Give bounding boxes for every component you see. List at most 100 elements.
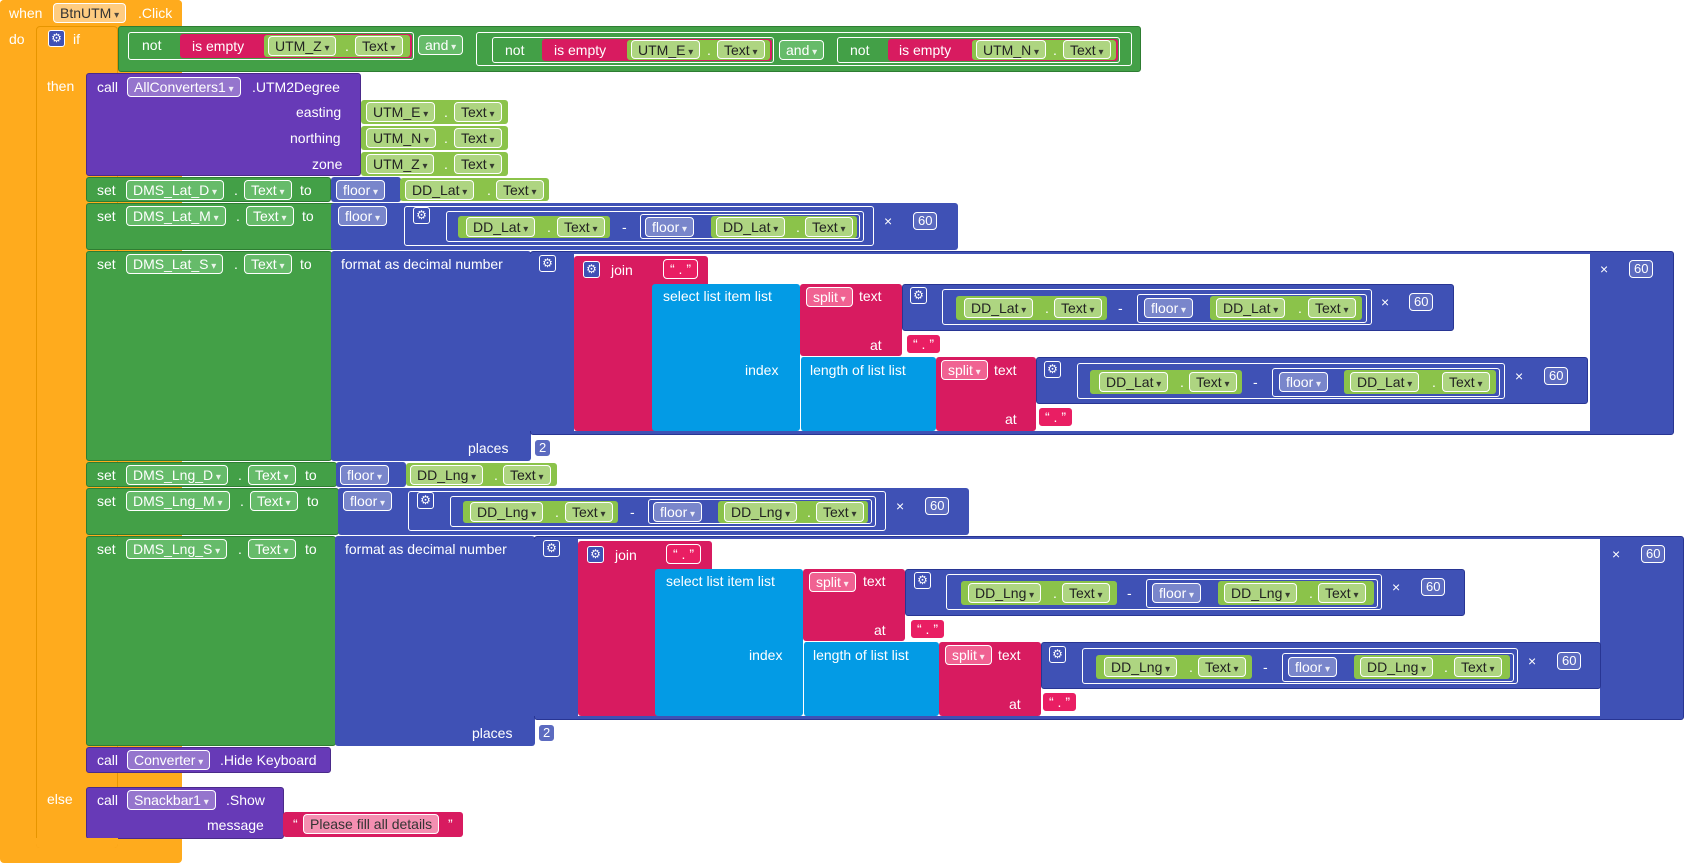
dd-lng-dropdown[interactable]: DD_Lng: [1104, 657, 1178, 677]
dd-lat-dropdown[interactable]: DD_Lat: [1350, 372, 1420, 392]
text-prop-dropdown[interactable]: Text: [1063, 40, 1111, 59]
dms-lng-s-dropdown[interactable]: DMS_Lng_S: [126, 539, 228, 559]
utm-e-dropdown[interactable]: UTM_E: [366, 102, 436, 122]
message-text-value[interactable]: Please fill all details: [303, 814, 440, 834]
text-prop-dropdown[interactable]: Text: [717, 40, 765, 59]
dd-lat-dropdown[interactable]: DD_Lat: [1099, 372, 1169, 392]
text-prop-dropdown[interactable]: Text: [355, 36, 403, 56]
text-prop-dropdown[interactable]: Text: [454, 102, 502, 122]
text-prop-dropdown[interactable]: Text: [1189, 372, 1237, 392]
dd-lng-dropdown[interactable]: DD_Lng: [1224, 583, 1298, 603]
number-60[interactable]: 60: [1544, 367, 1569, 385]
text-prop-dropdown[interactable]: Text: [1454, 657, 1502, 677]
gear-icon[interactable]: ⚙: [1049, 646, 1066, 663]
floor-dropdown[interactable]: floor: [343, 491, 393, 511]
select-list-item-block-lat[interactable]: [652, 284, 800, 431]
and-dropdown-2[interactable]: and: [779, 40, 825, 60]
and-dropdown-1[interactable]: and: [418, 35, 464, 55]
dd-lat-dropdown[interactable]: DD_Lat: [964, 298, 1034, 318]
dd-lng-dropdown[interactable]: DD_Lng: [968, 583, 1042, 603]
floor-dropdown[interactable]: floor: [1279, 372, 1329, 392]
text-prop-dropdown[interactable]: Text: [1198, 657, 1246, 677]
text-prop-dropdown[interactable]: Text: [816, 502, 864, 522]
utm-z-dropdown[interactable]: UTM_Z: [366, 154, 435, 174]
gear-icon[interactable]: ⚙: [1044, 361, 1061, 378]
gear-icon[interactable]: ⚙: [539, 255, 556, 272]
text-prop-dropdown[interactable]: Text: [1442, 372, 1490, 392]
number-60[interactable]: 60: [913, 212, 938, 230]
floor-dropdown[interactable]: floor: [338, 206, 388, 226]
dd-lng-dropdown[interactable]: DD_Lng: [470, 502, 544, 522]
dd-lat-dropdown[interactable]: DD_Lat: [466, 217, 536, 237]
number-60[interactable]: 60: [1409, 293, 1434, 311]
number-60[interactable]: 60: [1557, 652, 1582, 670]
text-literal-dot[interactable]: “ . ”: [910, 619, 945, 639]
text-prop-dropdown[interactable]: Text: [250, 491, 298, 511]
event-component-dropdown[interactable]: BtnUTM: [53, 3, 127, 23]
text-literal-dot[interactable]: “ . ”: [666, 544, 701, 564]
snackbar1-dropdown[interactable]: Snackbar1: [127, 790, 216, 810]
utm-n-dropdown[interactable]: UTM_N: [366, 128, 437, 148]
select-list-item-block-lng[interactable]: [655, 569, 803, 716]
format-decimal-block[interactable]: [331, 251, 531, 461]
text-prop-dropdown[interactable]: Text: [503, 465, 551, 485]
text-prop-dropdown[interactable]: Text: [246, 206, 294, 226]
gear-icon[interactable]: ⚙: [543, 540, 560, 557]
split-dropdown[interactable]: split: [941, 360, 988, 380]
text-prop-dropdown[interactable]: Text: [1318, 583, 1366, 603]
set-dms-lng-s-block[interactable]: [86, 536, 336, 746]
floor-dropdown[interactable]: floor: [1144, 298, 1194, 318]
dd-lng-dropdown[interactable]: DD_Lng: [1360, 657, 1434, 677]
length-of-list-block-lng[interactable]: [803, 642, 939, 716]
floor-dropdown[interactable]: floor: [1152, 583, 1202, 603]
set-dms-lat-s-block[interactable]: [86, 251, 332, 461]
gear-icon[interactable]: ⚙: [910, 287, 927, 304]
utm-e-dropdown[interactable]: UTM_E: [631, 40, 701, 59]
text-prop-dropdown[interactable]: Text: [1062, 583, 1110, 603]
dd-lat-dropdown[interactable]: DD_Lat: [1216, 298, 1286, 318]
text-prop-dropdown[interactable]: Text: [454, 154, 502, 174]
floor-dropdown[interactable]: floor: [340, 465, 390, 485]
converter-dropdown[interactable]: Converter: [127, 750, 211, 770]
text-prop-dropdown[interactable]: Text: [244, 180, 292, 200]
dd-lat-dropdown[interactable]: DD_Lat: [716, 217, 786, 237]
if-gear-icon[interactable]: ⚙: [48, 30, 65, 47]
text-prop-dropdown[interactable]: Text: [454, 128, 502, 148]
dms-lat-s-dropdown[interactable]: DMS_Lat_S: [126, 254, 224, 274]
dd-lng-dropdown[interactable]: DD_Lng: [410, 465, 484, 485]
gear-icon[interactable]: ⚙: [583, 261, 600, 278]
allconverters-dropdown[interactable]: AllConverters1: [127, 77, 241, 97]
text-prop-dropdown[interactable]: Text: [1308, 298, 1356, 318]
text-prop-dropdown[interactable]: Text: [565, 502, 613, 522]
places-number[interactable]: 2: [534, 439, 552, 457]
text-literal-dot[interactable]: “ . ”: [906, 334, 941, 354]
dms-lng-m-dropdown[interactable]: DMS_Lng_M: [126, 491, 230, 511]
places-number[interactable]: 2: [538, 724, 556, 742]
split-dropdown[interactable]: split: [806, 287, 853, 307]
number-60[interactable]: 60: [1641, 545, 1666, 563]
length-of-list-block-lat[interactable]: [800, 357, 936, 431]
split-dropdown[interactable]: split: [809, 572, 856, 592]
utm-n-dropdown[interactable]: UTM_N: [976, 40, 1047, 59]
gear-icon[interactable]: ⚙: [587, 546, 604, 563]
split-dropdown[interactable]: split: [945, 645, 992, 665]
dd-lat-dropdown[interactable]: DD_Lat: [405, 180, 475, 200]
gear-icon[interactable]: ⚙: [914, 572, 931, 589]
format-decimal-block[interactable]: [335, 536, 535, 746]
number-60[interactable]: 60: [925, 497, 950, 515]
floor-dropdown[interactable]: floor: [645, 217, 695, 237]
dms-lat-d-dropdown[interactable]: DMS_Lat_D: [126, 180, 225, 200]
text-literal-dot[interactable]: “ . ”: [663, 259, 698, 279]
dd-lng-dropdown[interactable]: DD_Lng: [724, 502, 798, 522]
floor-dropdown[interactable]: floor: [336, 180, 386, 200]
floor-dropdown[interactable]: floor: [653, 502, 703, 522]
text-prop-dropdown[interactable]: Text: [557, 217, 605, 237]
text-prop-dropdown[interactable]: Text: [805, 217, 853, 237]
dms-lng-d-dropdown[interactable]: DMS_Lng_D: [126, 465, 228, 485]
number-60[interactable]: 60: [1629, 260, 1654, 278]
floor-dropdown[interactable]: floor: [1288, 657, 1338, 677]
text-literal-dot[interactable]: “ . ”: [1038, 407, 1073, 427]
utm-z-dropdown[interactable]: UTM_Z: [268, 36, 337, 56]
text-prop-dropdown[interactable]: Text: [244, 254, 292, 274]
text-prop-dropdown[interactable]: Text: [248, 465, 296, 485]
